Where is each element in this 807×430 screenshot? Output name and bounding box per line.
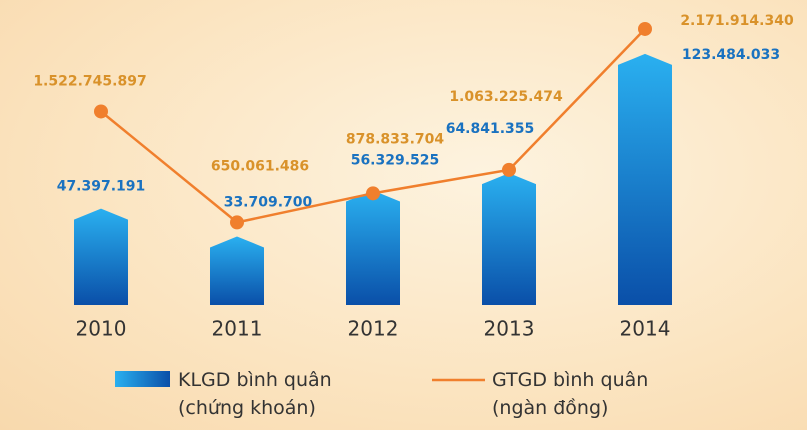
data-label: 64.841.355 xyxy=(446,121,535,137)
x-tick-label: 2012 xyxy=(348,317,399,341)
legend-swatch-bar xyxy=(115,371,170,387)
data-label: 56.329.525 xyxy=(351,152,440,168)
bar xyxy=(346,190,400,305)
line-point xyxy=(230,215,244,230)
line-point xyxy=(366,186,380,201)
bar xyxy=(618,53,672,305)
x-tick-label: 2014 xyxy=(620,317,671,341)
x-tick-label: 2010 xyxy=(76,317,127,341)
data-label: 1.063.225.474 xyxy=(449,89,563,105)
data-label: 1.522.745.897 xyxy=(33,73,146,89)
data-label: 878.833.704 xyxy=(346,131,445,147)
data-label: 47.397.191 xyxy=(57,179,146,195)
bar xyxy=(74,208,128,305)
data-label: 2.171.914.340 xyxy=(680,13,794,29)
data-label: 650.061.486 xyxy=(211,158,309,174)
data-label: 123.484.033 xyxy=(682,47,780,63)
line-point xyxy=(502,162,516,177)
legend-label: KLGD bình quân (chứng khoán) xyxy=(178,369,332,419)
x-tick-label: 2011 xyxy=(212,317,263,341)
line-point xyxy=(638,21,652,36)
line-point xyxy=(94,104,108,119)
legend-label: GTGD bình quân (ngàn đồng) xyxy=(492,369,649,419)
bar xyxy=(210,236,264,305)
x-tick-label: 2013 xyxy=(484,317,535,341)
data-label: 33.709.700 xyxy=(224,194,313,210)
bar xyxy=(482,173,536,305)
